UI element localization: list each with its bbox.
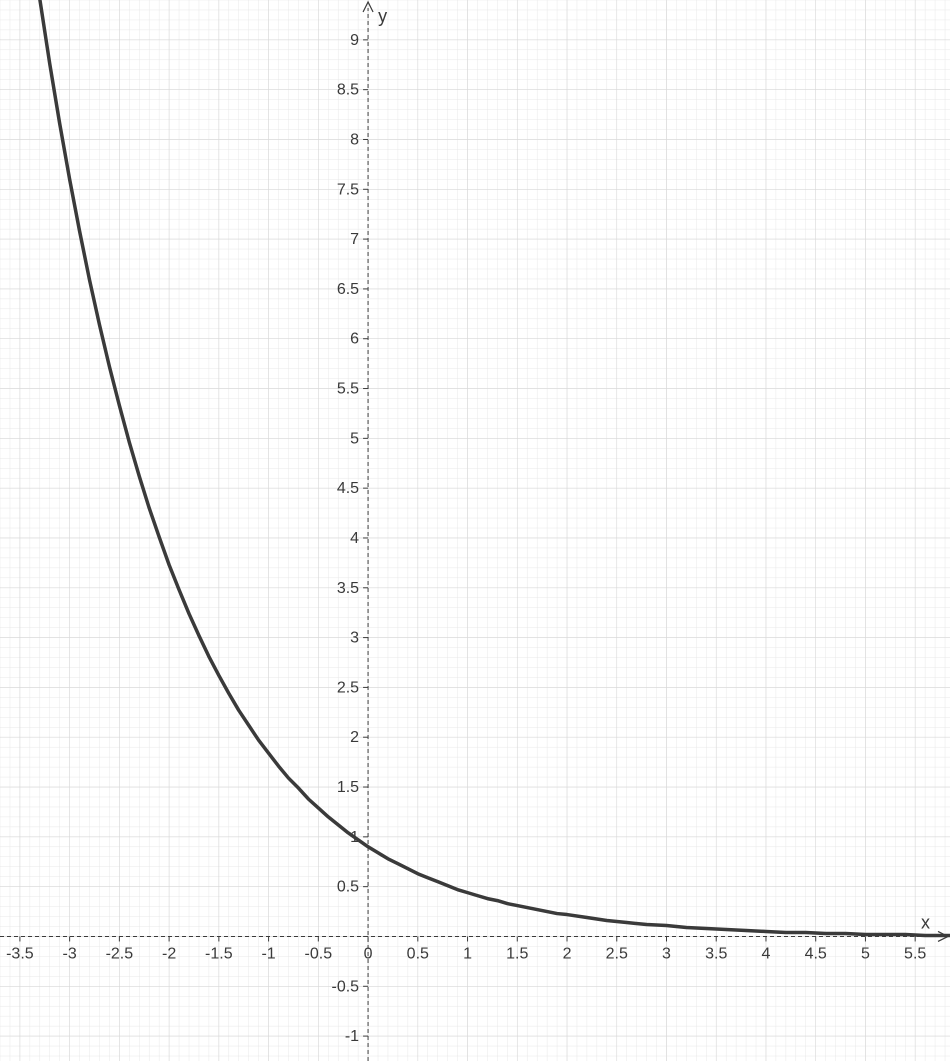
y-tick-label: 5.5	[337, 381, 359, 398]
y-tick-label: 0.5	[337, 879, 359, 896]
x-tick-label: 2.5	[606, 945, 628, 962]
x-tick-label: 0.5	[407, 945, 429, 962]
y-tick-label: 1.5	[337, 779, 359, 796]
x-tick-label: -1.5	[205, 945, 233, 962]
exponential-decay-chart: -3.5 -3 -2.5 -2 -1.5 -1 -0.5 0 0.5 1 1.5 2 2.5 3 3.5 4 4…	[0, 0, 950, 1061]
x-tick-label: 4.5	[805, 945, 827, 962]
chart-container: -3.5 -3 -2.5 -2 -1.5 -1 -0.5 0 0.5 1 1.5 2 2.5 3 3.5 4 4…	[0, 0, 950, 1061]
x-tick-label: 4	[762, 945, 771, 962]
y-tick-label: 3	[350, 630, 359, 647]
x-tick-label: -3	[63, 945, 77, 962]
x-tick-label: 3	[662, 945, 671, 962]
y-tick-label: 6.5	[337, 281, 359, 298]
x-tick-label: -3.5	[6, 945, 34, 962]
x-tick-label: 3.5	[705, 945, 727, 962]
y-axis-label: y	[378, 6, 387, 26]
y-tick-label: 2	[350, 729, 359, 746]
y-tick-label: 3.5	[337, 580, 359, 597]
y-tick-label: 5	[350, 430, 359, 447]
y-tick-label: 9	[350, 32, 359, 49]
x-tick-label: 1.5	[506, 945, 528, 962]
x-tick-label: 5	[861, 945, 870, 962]
y-tick-label: 4	[350, 530, 359, 547]
y-tick-label: 8.5	[337, 82, 359, 99]
y-tick-label: 7.5	[337, 181, 359, 198]
y-tick-label: -0.5	[331, 978, 359, 995]
x-axis-label: x	[921, 912, 930, 932]
y-tick-label: 8	[350, 131, 359, 148]
x-tick-label: 5.5	[904, 945, 926, 962]
y-tick-label: 6	[350, 331, 359, 348]
y-tick-label: 2.5	[337, 679, 359, 696]
x-tick-label: -2	[162, 945, 176, 962]
y-tick-label: -1	[345, 1028, 359, 1045]
x-tick-label: 1	[463, 945, 472, 962]
y-tick-label: 7	[350, 231, 359, 248]
x-tick-label: 0	[364, 945, 373, 962]
x-tick-label: -1	[261, 945, 275, 962]
y-tick-label: 4.5	[337, 480, 359, 497]
x-tick-label: -2.5	[106, 945, 134, 962]
x-tick-label: -0.5	[305, 945, 333, 962]
x-tick-label: 2	[563, 945, 572, 962]
